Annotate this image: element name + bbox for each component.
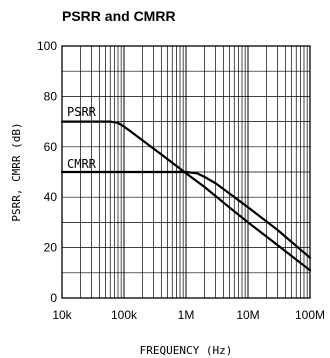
- x-tick-label: 10M: [236, 308, 259, 322]
- x-axis-label: FREQUENCY (Hz): [140, 344, 233, 357]
- y-tick-label: 60: [44, 140, 58, 154]
- x-tick-label: 10k: [52, 308, 72, 322]
- series-line-cmrr: [60, 170, 312, 259]
- y-tick-label: 100: [37, 39, 57, 53]
- x-tick-label: 100k: [111, 308, 138, 322]
- series-line-psrr: [60, 120, 312, 272]
- chart-title: PSRR and CMRR: [62, 8, 176, 24]
- y-tick-label: 80: [44, 89, 58, 103]
- tick-labels: 0 20 40 60 80 100 10k 100k 1M 10M 100M: [37, 39, 325, 322]
- x-tick-label: 100M: [295, 308, 325, 322]
- y-tick-label: 20: [44, 241, 58, 255]
- series-label-psrr: PSRR: [67, 105, 97, 119]
- series-lines: [60, 120, 312, 272]
- y-tick-label: 0: [50, 291, 57, 305]
- y-tick-label: 40: [44, 190, 58, 204]
- series-label-cmrr: CMRR: [67, 157, 97, 171]
- y-axis-label: PSRR, CMRR (dB): [10, 122, 23, 221]
- x-tick-label: 1M: [178, 308, 195, 322]
